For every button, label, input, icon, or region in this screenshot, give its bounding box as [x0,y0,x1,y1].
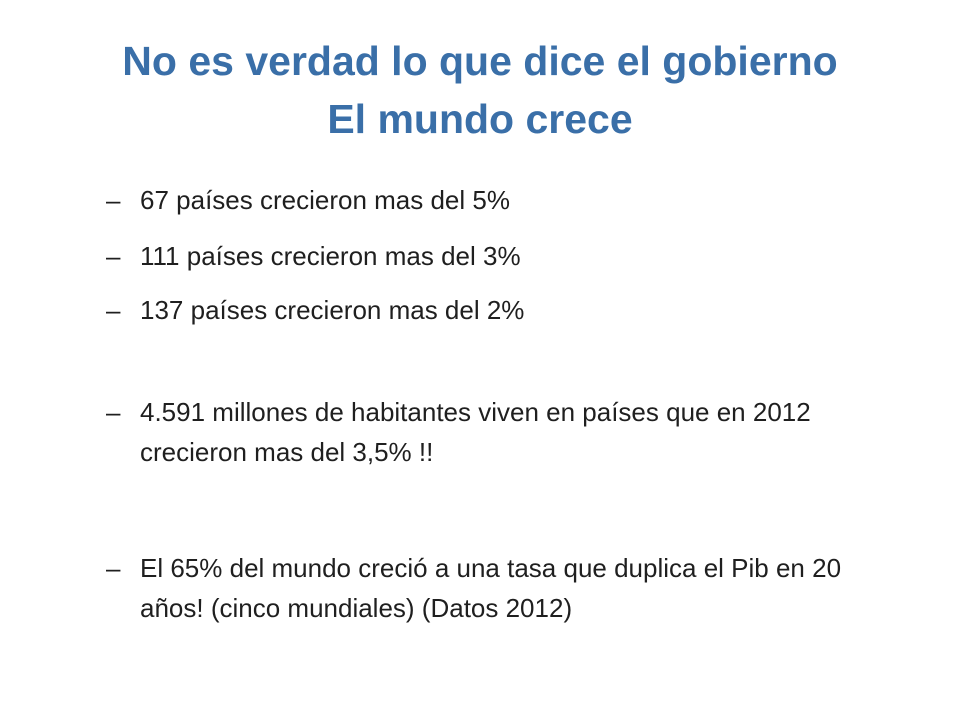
bullet-item-2: – 111 países crecieron mas del 3% [106,236,906,276]
bullet-text-2: 111 países crecieron mas del 3% [140,241,521,271]
slide-title: No es verdad lo que dice el gobierno El … [40,32,920,148]
bullet-text-4: 4.591 millones de habitantes viven en pa… [140,397,811,467]
bullet-item-5: – El 65% del mundo creció a una tasa que… [106,548,906,628]
bullet-dash: – [106,553,121,583]
title-line-1: No es verdad lo que dice el gobierno [122,38,838,84]
bullet-text-3: 137 países crecieron mas del 2% [140,295,525,325]
bullet-dash: – [106,241,121,271]
bullet-item-4: – 4.591 millones de habitantes viven en … [106,392,906,472]
bullet-item-1: – 67 países crecieron mas del 5% [106,180,906,220]
bullet-dash: – [106,185,121,215]
title-line-2: El mundo crece [327,96,633,142]
bullet-item-3: – 137 países crecieron mas del 2% [106,290,906,330]
bullet-text-5: El 65% del mundo creció a una tasa que d… [140,553,842,623]
bullet-text-1: 67 países crecieron mas del 5% [140,185,510,215]
bullet-dash: – [106,295,121,325]
bullet-dash: – [106,397,121,427]
